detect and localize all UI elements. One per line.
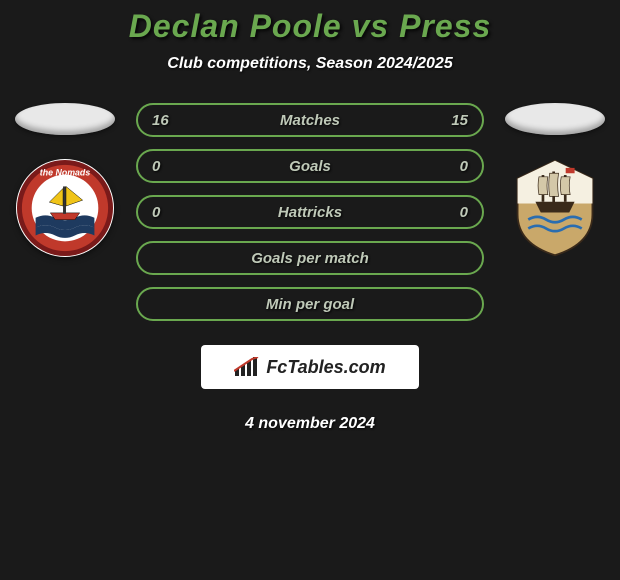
brand-badge: FcTables.com (201, 345, 419, 389)
page-title: Declan Poole vs Press (0, 0, 620, 45)
stat-right-value: 0 (438, 158, 468, 175)
main-layout: the Nomads 16 Matches 15 0 Goals 0 (0, 103, 620, 433)
infographic-root: Declan Poole vs Press Club competitions,… (0, 0, 620, 580)
brand-text: FcTables.com (266, 357, 385, 378)
bar-chart-icon (234, 357, 260, 377)
ship-crest-icon (506, 159, 604, 257)
stat-right-value: 15 (438, 112, 468, 129)
subtitle: Club competitions, Season 2024/2025 (0, 55, 620, 73)
stat-left-value: 0 (152, 158, 182, 175)
date-label: 4 november 2024 (245, 415, 375, 433)
stat-row-goals-per-match: Goals per match (136, 241, 484, 275)
nomads-crest-icon: the Nomads (16, 159, 114, 257)
stats-column: 16 Matches 15 0 Goals 0 0 Hattricks 0 Go… (130, 103, 490, 433)
left-club-crest: the Nomads (16, 159, 114, 257)
stat-row-matches: 16 Matches 15 (136, 103, 484, 137)
right-player-column (500, 103, 610, 257)
right-club-crest (506, 159, 604, 257)
stat-row-hattricks: 0 Hattricks 0 (136, 195, 484, 229)
stat-label: Hattricks (182, 204, 438, 221)
left-player-column: the Nomads (10, 103, 120, 257)
stat-label: Min per goal (182, 296, 438, 313)
stat-left-value: 0 (152, 204, 182, 221)
stat-right-value: 0 (438, 204, 468, 221)
svg-text:the Nomads: the Nomads (40, 168, 91, 178)
stat-row-goals: 0 Goals 0 (136, 149, 484, 183)
stat-left-value: 16 (152, 112, 182, 129)
stat-label: Matches (182, 112, 438, 129)
stat-label: Goals (182, 158, 438, 175)
stat-label: Goals per match (182, 250, 438, 267)
left-player-placeholder (15, 103, 115, 135)
stat-row-min-per-goal: Min per goal (136, 287, 484, 321)
right-player-placeholder (505, 103, 605, 135)
